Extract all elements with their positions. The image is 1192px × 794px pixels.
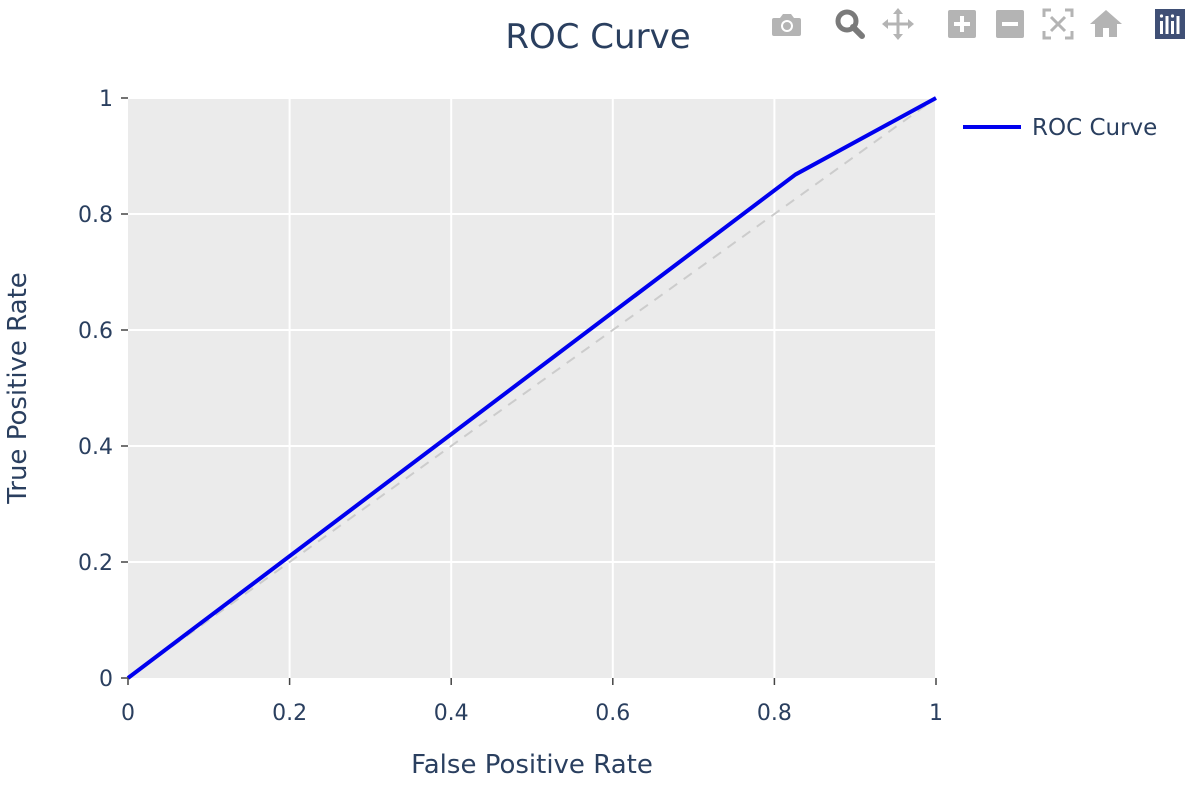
zoom-in-icon — [948, 10, 976, 38]
plotly-logo-link[interactable] — [1150, 4, 1190, 44]
y-tick-label: 0.6 — [78, 319, 113, 344]
x-tick-label: 1 — [929, 701, 943, 726]
x-tick-label: 0 — [121, 701, 135, 726]
legend[interactable]: ROC Curve — [963, 115, 1157, 141]
pan-button[interactable] — [878, 4, 918, 44]
reset-home-icon — [1090, 10, 1122, 37]
zoom-in-button[interactable] — [942, 4, 982, 44]
axes: 0 0.2 0.4 0.6 0.8 1 0 0.2 0.4 0.6 0.8 1 — [78, 87, 943, 726]
autoscale-button[interactable] — [1038, 4, 1078, 44]
gridlines — [128, 97, 937, 678]
x-tick-label: 0.4 — [434, 701, 469, 726]
zoom-button[interactable] — [830, 4, 870, 44]
reference-diagonal-line — [127, 97, 937, 679]
zoom-out-button[interactable] — [990, 4, 1030, 44]
y-tick-label: 0.2 — [78, 551, 113, 576]
x-tick-label: 0.6 — [595, 701, 630, 726]
zoom-icon — [835, 9, 865, 39]
x-tick-label: 0.2 — [272, 701, 307, 726]
chart-title: ROC Curve — [505, 17, 690, 57]
autoscale-icon — [1042, 8, 1074, 40]
legend-label: ROC Curve — [1032, 115, 1157, 141]
modebar — [764, 4, 1192, 44]
series-layer — [126, 96, 937, 680]
y-axis-title: True Positive Rate — [3, 272, 33, 505]
x-axis-title: False Positive Rate — [411, 750, 653, 780]
camera-button[interactable] — [766, 4, 806, 44]
roc-curve-line[interactable] — [126, 96, 937, 680]
y-tick-label: 0.8 — [78, 203, 113, 228]
reset-home-button[interactable] — [1086, 4, 1126, 44]
x-tick-label: 0.8 — [757, 701, 792, 726]
pan-icon — [882, 8, 914, 40]
zoom-out-icon — [996, 10, 1024, 38]
y-tick-label: 1 — [99, 87, 113, 112]
y-tick-label: 0.4 — [78, 435, 113, 460]
y-tick-label: 0 — [99, 667, 113, 692]
plotly-logo-icon — [1155, 9, 1185, 39]
reference-line-layer — [127, 97, 937, 679]
camera-icon — [772, 14, 801, 36]
